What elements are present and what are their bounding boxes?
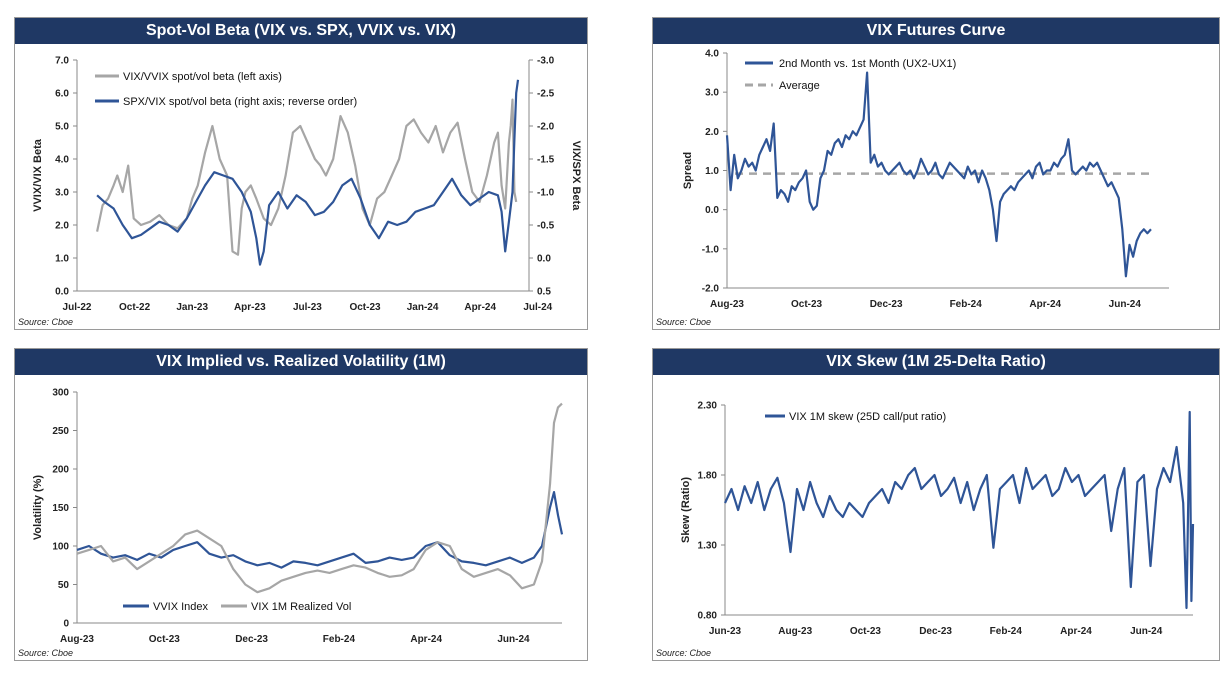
series-line-1 bbox=[96, 79, 520, 266]
x-tick-label: Oct-23 bbox=[850, 626, 882, 637]
x-tick-label: Dec-23 bbox=[919, 626, 952, 637]
x-tick-label: Jul-23 bbox=[293, 302, 322, 313]
chart-panel-spot-vol-beta: Spot-Vol Beta (VIX vs. SPX, VVIX vs. VIX… bbox=[14, 17, 588, 330]
source-label: Source: Cboe bbox=[18, 317, 74, 327]
series-line-0 bbox=[76, 491, 564, 569]
chart-svg-vix-skew: 0.80 1.30 1.80 2.30 Jun-23 Aug-23 Oct-23 Dec-23… bbox=[680, 401, 1195, 637]
y-tick-label: 1.30 bbox=[698, 541, 718, 552]
x-tick-label: Oct-23 bbox=[149, 634, 181, 645]
y-tick-label: 7.0 bbox=[55, 56, 69, 67]
y-tick-label: 250 bbox=[52, 426, 69, 437]
y-axis-label: VVIX/VIX Beta bbox=[32, 138, 44, 212]
y2-tick-label: 0.0 bbox=[537, 254, 551, 265]
y2-tick-label: -2.0 bbox=[537, 122, 555, 133]
x-tick-label: Apr-24 bbox=[410, 634, 442, 645]
x-tick-label: Jul-24 bbox=[523, 302, 552, 313]
y2-tick-label: -3.0 bbox=[537, 56, 555, 67]
chart-panel-vix-implied-realized: VIX Implied vs. Realized Volatility (1M)… bbox=[14, 348, 588, 661]
y2-tick-label: 0.5 bbox=[537, 287, 551, 298]
x-tick-label: Aug-23 bbox=[710, 299, 744, 310]
y-tick-label: 2.0 bbox=[705, 127, 719, 138]
legend-entry: VIX/VVIX spot/vol beta (left axis) bbox=[123, 71, 282, 83]
chart-svg-spot-vol-beta: 0.0 1.0 2.0 3.0 4.0 5.0 6.0 7.0 0.5 0.0 -0.5 -1.0 -1… bbox=[32, 56, 582, 314]
chart-title: Spot-Vol Beta (VIX vs. SPX, VVIX vs. VIX… bbox=[15, 18, 587, 44]
y-tick-label: 1.0 bbox=[705, 166, 719, 177]
legend-entry: Average bbox=[779, 80, 820, 92]
x-tick-label: Jan-23 bbox=[176, 302, 208, 313]
chart-title: VIX Implied vs. Realized Volatility (1M) bbox=[15, 349, 587, 375]
y-tick-label: 300 bbox=[52, 388, 69, 399]
series-line-0 bbox=[724, 410, 1195, 610]
x-tick-label: Jan-24 bbox=[407, 302, 439, 313]
x-tick-label: Feb-24 bbox=[323, 634, 356, 645]
y-tick-label: 200 bbox=[52, 465, 69, 476]
x-tick-label: Oct-23 bbox=[349, 302, 381, 313]
series-line-0 bbox=[725, 71, 1152, 278]
y2-tick-label: -0.5 bbox=[537, 221, 555, 232]
x-tick-label: Feb-24 bbox=[990, 626, 1023, 637]
y-axis-label: Volatility (%) bbox=[32, 475, 44, 541]
x-tick-label: Jun-24 bbox=[1130, 626, 1163, 637]
x-tick-label: Apr-24 bbox=[464, 302, 496, 313]
y-tick-label: 4.0 bbox=[55, 155, 69, 166]
y-tick-label: 2.0 bbox=[55, 221, 69, 232]
y-tick-label: 100 bbox=[52, 542, 69, 553]
y-tick-label: 1.80 bbox=[698, 471, 718, 482]
x-tick-label: Jun-24 bbox=[1109, 299, 1142, 310]
y-tick-label: 4.0 bbox=[705, 49, 719, 60]
x-tick-label: Apr-24 bbox=[1060, 626, 1092, 637]
x-tick-label: Dec-23 bbox=[870, 299, 903, 310]
x-tick-label: Dec-23 bbox=[235, 634, 268, 645]
chart-title: VIX Futures Curve bbox=[653, 18, 1219, 44]
legend-entry: VIX 1M Realized Vol bbox=[251, 601, 351, 613]
y-axis-label: Spread bbox=[682, 152, 694, 189]
y2-tick-label: -2.5 bbox=[537, 89, 555, 100]
y2-tick-label: -1.0 bbox=[537, 188, 555, 199]
x-tick-label: Apr-23 bbox=[234, 302, 266, 313]
chart-panel-vix-skew: VIX Skew (1M 25-Delta Ratio) 0.80 1.30 1.8… bbox=[652, 348, 1220, 661]
chart-svg-vix-futures-curve: -2.0 -1.0 0.0 1.0 2.0 3.0 4.0 Aug-23 Oct-23 Dec-2… bbox=[682, 49, 1169, 310]
x-tick-label: Aug-23 bbox=[60, 634, 94, 645]
source-label: Source: Cboe bbox=[656, 648, 712, 658]
y-tick-label: 0.80 bbox=[698, 611, 718, 622]
y-tick-label: 150 bbox=[52, 503, 69, 514]
legend-entry: VIX 1M skew (25D call/put ratio) bbox=[789, 411, 946, 423]
chart-svg-vix-implied-realized: 0 50 100 150 200 250 300 Aug-23 Oct-23 Dec-23 Feb-… bbox=[32, 388, 564, 645]
y-tick-label: 0.0 bbox=[55, 287, 69, 298]
chart-title: VIX Skew (1M 25-Delta Ratio) bbox=[653, 349, 1219, 375]
y-tick-label: 1.0 bbox=[55, 254, 69, 265]
x-tick-label: Jul-22 bbox=[63, 302, 92, 313]
x-tick-label: Oct-22 bbox=[119, 302, 151, 313]
x-tick-label: Jun-24 bbox=[497, 634, 530, 645]
source-label: Source: Cboe bbox=[18, 648, 74, 658]
y2-tick-label: -1.5 bbox=[537, 155, 555, 166]
source-label: Source: Cboe bbox=[656, 317, 712, 327]
series-line-0 bbox=[96, 98, 518, 256]
y-tick-label: 3.0 bbox=[705, 88, 719, 99]
y2-axis-label: VIX/SPX Beta bbox=[570, 141, 582, 212]
y-tick-label: -1.0 bbox=[702, 244, 720, 255]
y-tick-label: 6.0 bbox=[55, 89, 69, 100]
x-tick-label: Feb-24 bbox=[950, 299, 983, 310]
y-tick-label: 0.0 bbox=[705, 205, 719, 216]
series-line-1 bbox=[76, 402, 563, 594]
legend-entry: SPX/VIX spot/vol beta (right axis; rever… bbox=[123, 96, 357, 108]
x-tick-label: Oct-23 bbox=[791, 299, 823, 310]
y-tick-label: 50 bbox=[58, 580, 70, 591]
x-tick-label: Jun-23 bbox=[709, 626, 742, 637]
x-tick-label: Aug-23 bbox=[778, 626, 812, 637]
y-tick-label: -2.0 bbox=[702, 284, 720, 295]
legend-entry: 2nd Month vs. 1st Month (UX2-UX1) bbox=[779, 58, 956, 70]
y-axis-label: Skew (Ratio) bbox=[680, 477, 692, 543]
legend-entry: VVIX Index bbox=[153, 601, 209, 613]
chart-panel-vix-futures-curve: VIX Futures Curve -2.0 -1.0 0.0 1.0 2.0 3.0 4.… bbox=[652, 17, 1220, 330]
y-tick-label: 0 bbox=[63, 619, 69, 630]
y-tick-label: 5.0 bbox=[55, 122, 69, 133]
x-tick-label: Apr-24 bbox=[1029, 299, 1061, 310]
y-tick-label: 2.30 bbox=[698, 401, 718, 412]
y-tick-label: 3.0 bbox=[55, 188, 69, 199]
